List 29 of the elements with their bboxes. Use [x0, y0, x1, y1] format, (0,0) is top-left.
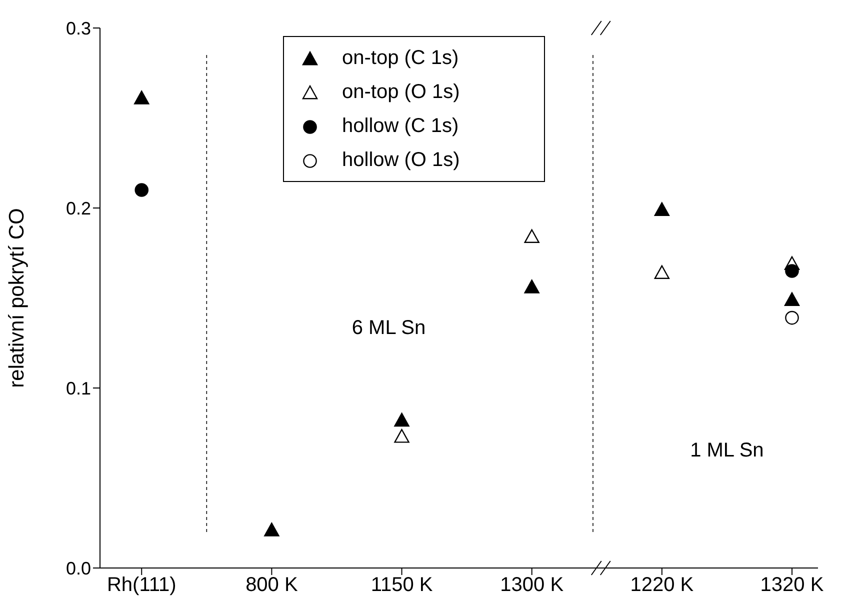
point [654, 265, 670, 279]
annotation: 1 ML Sn [690, 439, 764, 462]
x-tick-label: 1320 K [760, 574, 824, 596]
x-tick-label: 800 K [246, 574, 298, 596]
point [264, 522, 280, 536]
legend-label: on-top (C 1s) [342, 46, 459, 70]
point [524, 280, 540, 294]
point [784, 292, 800, 306]
annotation: 6 ML Sn [352, 317, 426, 339]
y-axis-title: relativní pokrytí CO [5, 208, 28, 388]
point [785, 264, 799, 278]
point [785, 310, 799, 325]
y-tick-label: 0.2 [66, 198, 91, 218]
x-tick-label: 1220 K [630, 574, 694, 596]
y-tick-label: 0.3 [66, 18, 91, 38]
x-tick-label: Rh(111) [106, 574, 176, 596]
x-tick-label: 1300 K [500, 574, 564, 596]
point [524, 229, 540, 243]
legend-label: hollow (O 1s) [342, 148, 460, 172]
point [394, 429, 410, 443]
point [394, 412, 410, 427]
y-tick-label: 0.0 [66, 558, 91, 578]
legend-label: on-top (O 1s) [342, 80, 460, 104]
point [134, 183, 149, 197]
point [134, 90, 150, 104]
legend-label: hollow (C 1s) [342, 114, 459, 138]
x-tick-label: 1150 K [370, 574, 434, 596]
point [654, 202, 670, 216]
y-tick-label: 0.1 [66, 378, 91, 398]
